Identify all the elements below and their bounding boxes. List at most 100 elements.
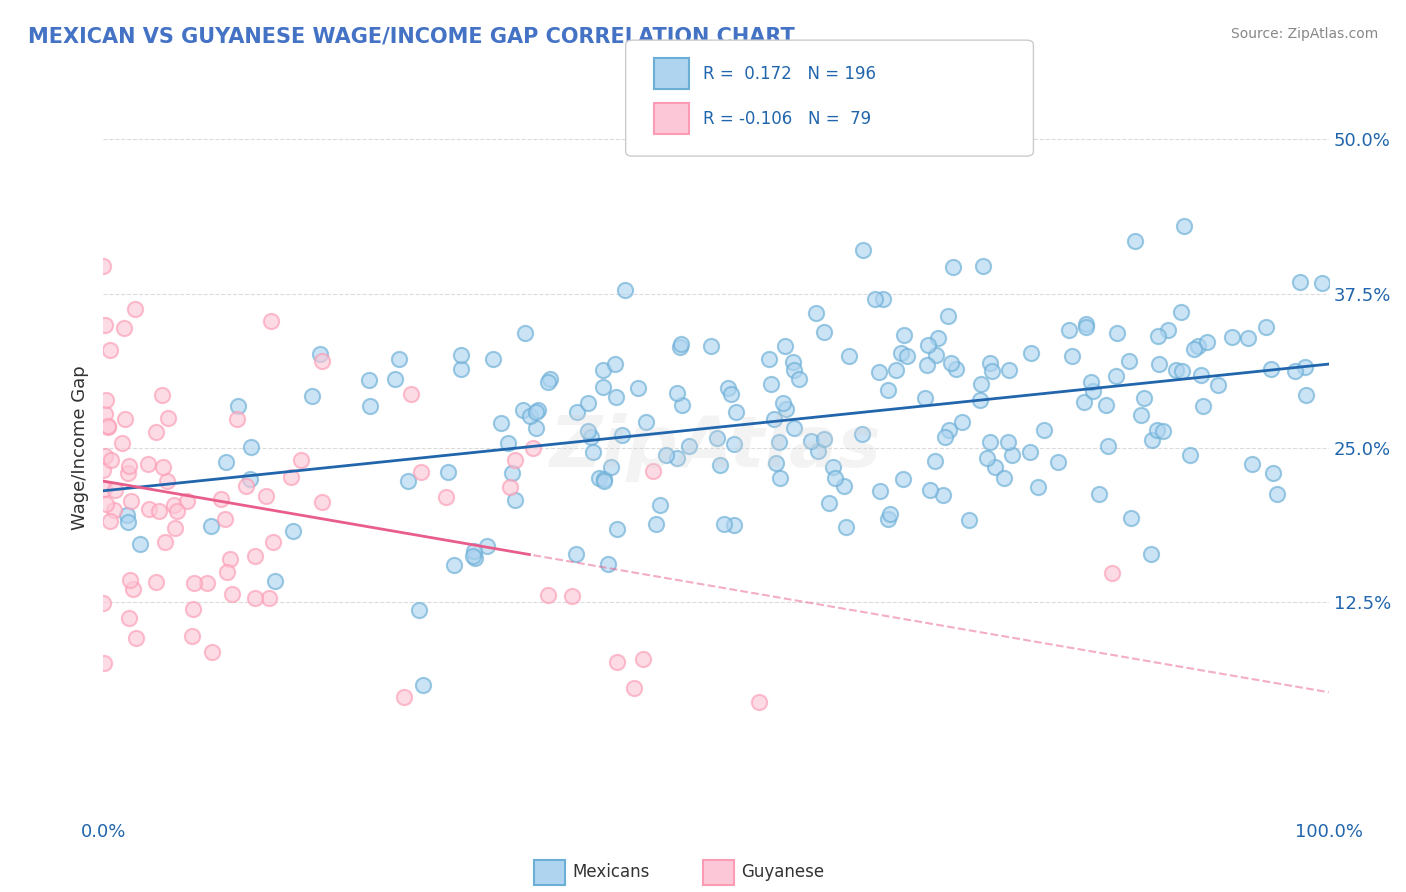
Point [201,645,224,659]
Point [226,412,249,426]
Point [634,416,657,430]
Point [669,337,692,351]
Point [981,364,1004,378]
Point [443,558,465,572]
Point [499,480,522,494]
Point [280,470,302,484]
Point [914,391,936,405]
Point [537,376,560,390]
Point [463,544,485,558]
Point [596,557,619,571]
Point [181,601,204,615]
Point [942,260,965,274]
Point [526,404,548,418]
Point [437,465,460,479]
Point [876,383,898,397]
Point [117,467,139,481]
Point [603,357,626,371]
Point [1060,349,1083,363]
Point [1146,423,1168,437]
Point [772,396,794,410]
Point [643,464,665,478]
Point [503,452,526,467]
Point [1147,329,1170,343]
Point [1080,375,1102,389]
Point [450,348,472,362]
Point [1033,423,1056,437]
Point [301,389,323,403]
Point [668,340,690,354]
Point [877,512,900,526]
Text: R =  0.172   N = 196: R = 0.172 N = 196 [703,65,876,83]
Point [1074,320,1097,334]
Point [120,494,142,508]
Point [1018,445,1040,459]
Point [1121,511,1143,525]
Point [434,491,457,505]
Point [924,349,946,363]
Point [97,420,120,434]
Text: ZipAtlas: ZipAtlas [550,414,882,483]
Point [666,451,689,466]
Point [519,409,541,423]
Point [578,396,600,410]
Point [654,448,676,462]
Point [1220,330,1243,344]
Point [221,587,243,601]
Point [104,483,127,497]
Point [872,292,894,306]
Point [773,339,796,353]
Point [932,488,955,502]
Point [489,416,512,430]
Point [813,325,835,339]
Point [524,420,547,434]
Point [1191,399,1213,413]
Point [1288,275,1310,289]
Point [852,244,875,258]
Point [94,392,117,407]
Point [1104,369,1126,384]
Point [941,356,963,370]
Point [527,403,550,417]
Point [800,434,823,448]
Point [561,590,583,604]
Point [579,430,602,444]
Text: Source: ZipAtlas.com: Source: ZipAtlas.com [1230,27,1378,41]
Point [163,520,186,534]
Point [761,377,783,392]
Point [308,346,330,360]
Point [93,449,115,463]
Point [821,460,844,475]
Point [1133,391,1156,405]
Point [1074,317,1097,331]
Point [838,349,860,363]
Point [91,463,114,477]
Point [748,695,770,709]
Point [243,549,266,563]
Point [1166,363,1188,377]
Point [94,497,117,511]
Text: Mexicans: Mexicans [572,863,650,881]
Point [868,365,890,379]
Point [254,489,277,503]
Point [768,434,790,449]
Point [359,399,381,413]
Point [260,314,283,328]
Point [600,459,623,474]
Point [1171,364,1194,378]
Point [214,511,236,525]
Point [396,474,419,488]
Point [125,632,148,646]
Point [723,437,745,451]
Point [1256,320,1278,334]
Point [1237,331,1260,345]
Point [150,387,173,401]
Point [263,574,285,589]
Point [627,381,650,395]
Point [1261,466,1284,480]
Point [1182,342,1205,356]
Point [869,484,891,499]
Point [1097,439,1119,453]
Point [592,380,614,394]
Point [1206,378,1229,392]
